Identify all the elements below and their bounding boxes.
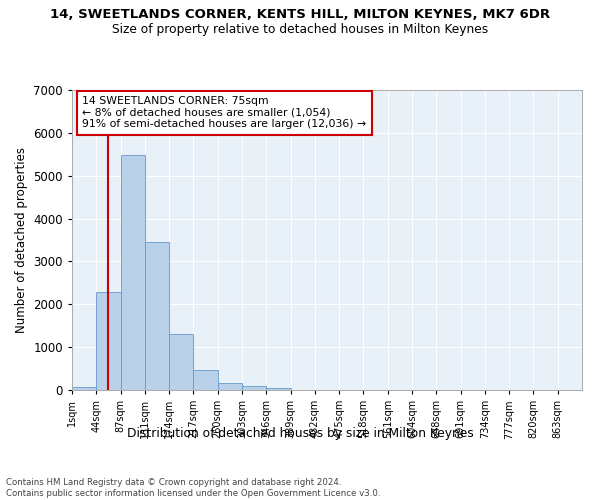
Text: Distribution of detached houses by size in Milton Keynes: Distribution of detached houses by size …	[127, 428, 473, 440]
Bar	[121, 155, 145, 390]
Text: 14 SWEETLANDS CORNER: 75sqm
← 8% of detached houses are smaller (1,054)
91% of s: 14 SWEETLANDS CORNER: 75sqm ← 8% of deta…	[82, 96, 367, 129]
Bar	[266, 388, 290, 390]
Bar	[72, 387, 96, 390]
Y-axis label: Number of detached properties: Number of detached properties	[15, 147, 28, 333]
Text: Contains HM Land Registry data © Crown copyright and database right 2024.
Contai: Contains HM Land Registry data © Crown c…	[6, 478, 380, 498]
Bar	[193, 370, 218, 390]
Bar	[96, 292, 121, 390]
Text: Size of property relative to detached houses in Milton Keynes: Size of property relative to detached ho…	[112, 22, 488, 36]
Bar	[242, 386, 266, 390]
Bar	[145, 242, 169, 390]
Bar	[218, 384, 242, 390]
Text: 14, SWEETLANDS CORNER, KENTS HILL, MILTON KEYNES, MK7 6DR: 14, SWEETLANDS CORNER, KENTS HILL, MILTO…	[50, 8, 550, 20]
Bar	[169, 334, 193, 390]
